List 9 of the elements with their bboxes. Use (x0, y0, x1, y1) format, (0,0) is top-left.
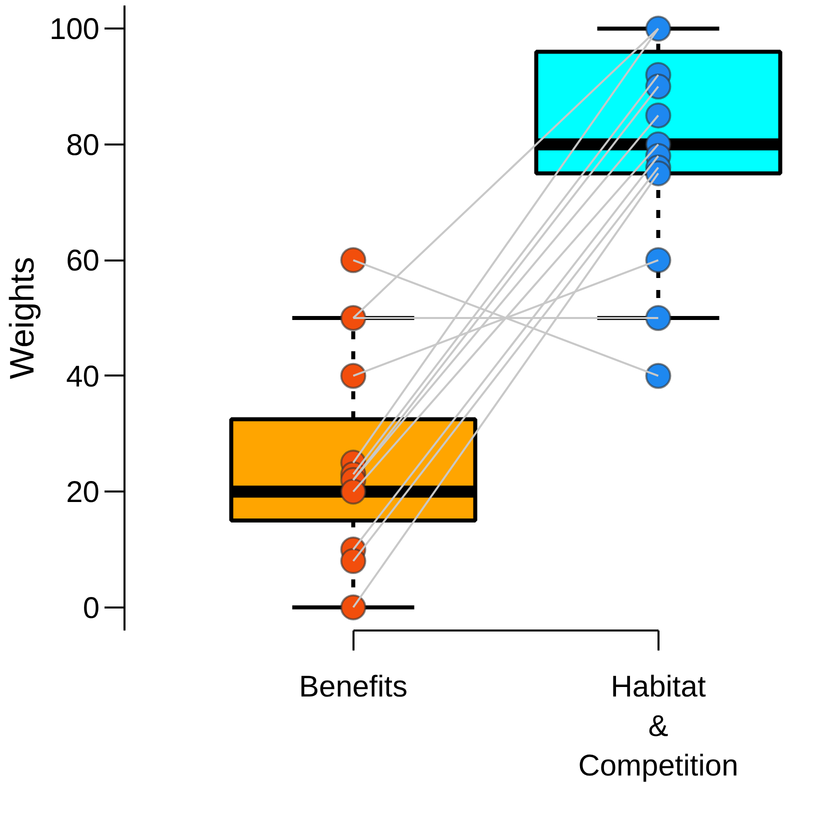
y-axis-title: Weights (3, 256, 42, 380)
x-tick-label: Habitat & Competition (578, 670, 738, 783)
y-tick-label: 20 (66, 476, 100, 510)
y-tick-label: 100 (49, 13, 100, 46)
y-tick-label: 80 (66, 128, 100, 162)
y-tick-label: 60 (66, 244, 100, 278)
x-tick-label: Benefits (299, 670, 408, 704)
y-tick-label: 40 (66, 360, 100, 394)
y-tick-label: 0 (82, 592, 100, 625)
